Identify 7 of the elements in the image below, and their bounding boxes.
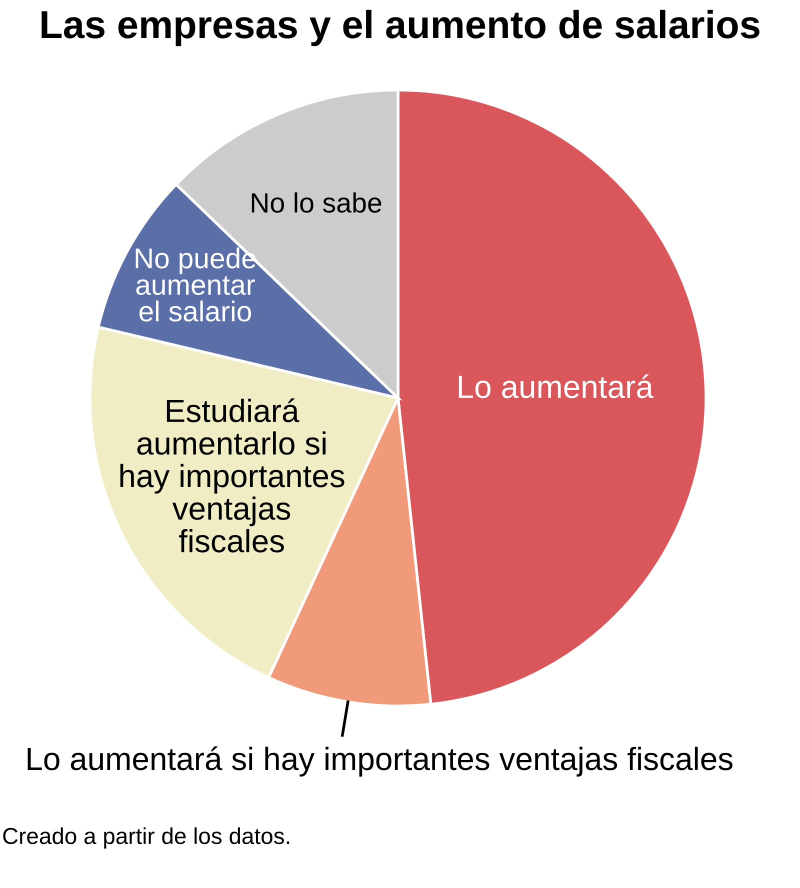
slice-label: Lo aumentará <box>458 374 654 398</box>
slice-label: No lo sabe <box>252 192 382 213</box>
chart-title: Las empresas y el aumento de salarios <box>42 10 760 46</box>
slice-label: No puede aumentar el salario <box>136 248 256 322</box>
slice-label: Lo aumentará si hay importantes ventajas fiscales <box>28 746 732 777</box>
text: Creado a partir de los datos. <box>3 827 290 849</box>
slice-label: Estudiará aumentarlo si hay importantes ventajas fiscales <box>120 398 344 552</box>
